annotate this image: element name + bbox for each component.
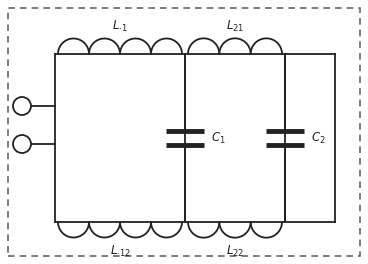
Circle shape	[13, 135, 31, 153]
Text: $C_2$: $C_2$	[311, 130, 326, 145]
Text: $L_{22}$: $L_{22}$	[226, 244, 244, 259]
FancyBboxPatch shape	[8, 8, 360, 256]
Text: $C_1$: $C_1$	[211, 130, 226, 145]
Text: $L_{\cdot 12}$: $L_{\cdot 12}$	[110, 244, 130, 259]
Text: $L_{21}$: $L_{21}$	[226, 19, 244, 34]
Text: $L_{\cdot 1}$: $L_{\cdot 1}$	[112, 19, 128, 34]
Circle shape	[13, 97, 31, 115]
